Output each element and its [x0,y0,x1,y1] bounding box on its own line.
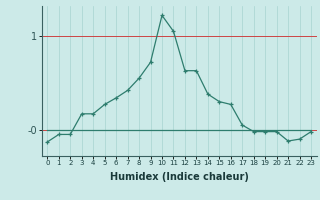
X-axis label: Humidex (Indice chaleur): Humidex (Indice chaleur) [110,172,249,182]
